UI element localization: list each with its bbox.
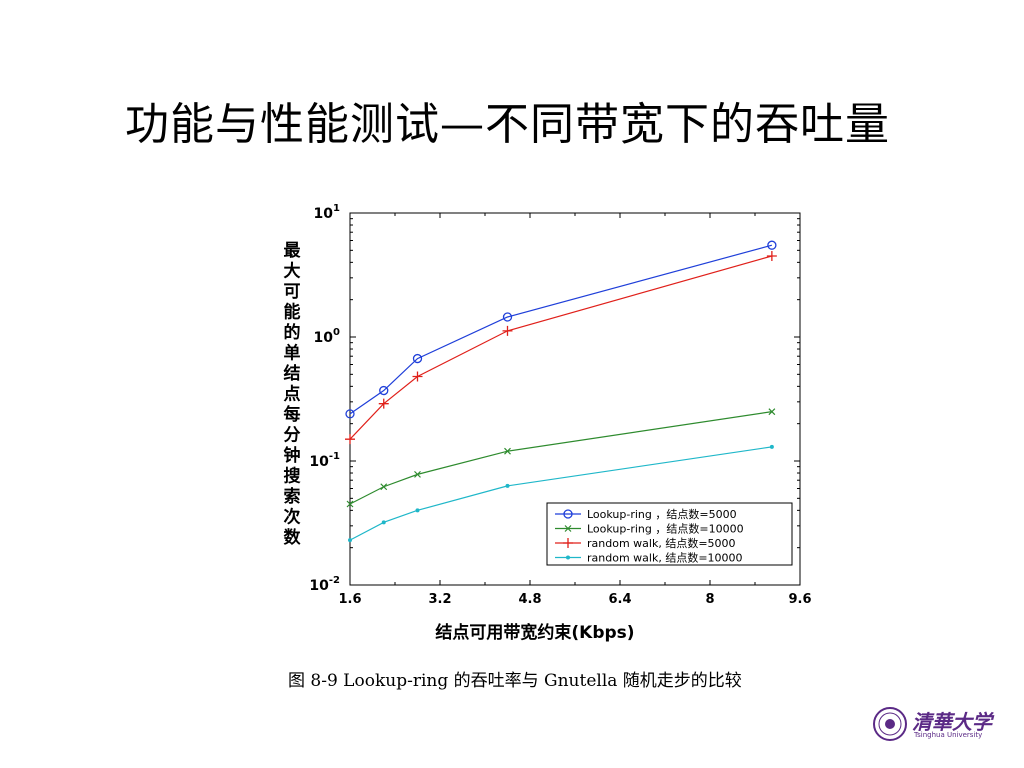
series-4 xyxy=(348,444,774,543)
data-point xyxy=(345,409,355,419)
y-axis-label-char: 搜 xyxy=(284,466,302,487)
series-1 xyxy=(345,240,777,419)
data-point xyxy=(346,500,354,508)
y-axis-label-char: 次 xyxy=(284,507,301,528)
x-tick-label: 9.6 xyxy=(788,592,811,607)
legend-marker xyxy=(563,509,573,519)
data-point xyxy=(767,240,777,250)
legend-entry: random walk, 结点数=5000 xyxy=(587,537,736,550)
data-point xyxy=(505,483,510,488)
data-point xyxy=(380,483,388,491)
y-axis-label-char: 单 xyxy=(284,343,301,364)
y-axis-label-char: 可 xyxy=(284,282,301,302)
data-point xyxy=(412,353,423,364)
data-point xyxy=(412,371,423,382)
x-tick-label: 4.8 xyxy=(518,592,541,607)
data-point xyxy=(415,508,420,513)
series-3 xyxy=(345,251,777,445)
y-axis-label-char: 每 xyxy=(284,404,301,425)
data-point xyxy=(766,251,777,262)
legend: Lookup-ring ，结点数=5000 Lookup-ring ，结点数=10… xyxy=(546,502,793,566)
legend-marker xyxy=(566,555,570,560)
y-axis-label-char: 数 xyxy=(284,527,302,548)
data-point xyxy=(379,385,389,396)
y-axis-label-char: 索 xyxy=(284,486,301,507)
legend-marker xyxy=(563,538,573,548)
data-point xyxy=(769,444,774,449)
legend-marker xyxy=(564,525,572,532)
y-axis-label-char: 的 xyxy=(284,322,301,343)
y-axis-label-char: 能 xyxy=(284,302,301,323)
x-tick-label: 1.6 xyxy=(338,592,361,607)
y-axis-label-char: 最 xyxy=(284,241,302,261)
slide-title: 功能与性能测试—不同带宽下的吞吐量 xyxy=(125,99,890,150)
axis-ticks: 1.6 3.2 4.8 6.4 8 9.6 10-2 10-1 100 101 xyxy=(309,203,811,607)
throughput-chart: 1.6 3.2 4.8 6.4 8 9.6 10-2 10-1 100 101 Lookup-ri… xyxy=(284,203,812,643)
data-point xyxy=(502,312,513,322)
data-point xyxy=(378,398,389,409)
legend-entry: Lookup-ring ，结点数=10000 xyxy=(587,523,744,536)
series-layer xyxy=(345,240,777,543)
data-point xyxy=(345,434,355,445)
data-point xyxy=(502,325,513,336)
logo-subtitle: Tsinghua University xyxy=(914,731,983,739)
y-tick-label: 101 xyxy=(314,203,340,222)
y-axis-label-char: 大 xyxy=(284,261,301,282)
y-tick-label: 10-1 xyxy=(309,451,340,470)
series-line xyxy=(349,244,773,415)
data-point xyxy=(381,520,386,525)
data-point xyxy=(348,538,352,543)
university-seal-icon xyxy=(873,707,907,741)
x-tick-label: 3.2 xyxy=(428,592,451,607)
x-axis-label: 结点可用带宽约束(Kbps) xyxy=(435,622,634,643)
y-tick-label: 10-2 xyxy=(309,575,340,594)
y-axis-label-char: 分 xyxy=(284,426,301,446)
figure-caption: 图 8-9 Lookup-ring 的吞吐率与 Gnutella 随机走步的比较 xyxy=(288,671,742,691)
y-axis-label-char: 结 xyxy=(284,363,301,384)
logo-wordmark: 清華大学 xyxy=(912,710,992,734)
series-2 xyxy=(346,408,776,508)
y-axis-label-char: 钟 xyxy=(284,445,301,466)
legend-entry: random walk, 结点数=10000 xyxy=(587,552,743,565)
y-axis-label-char: 点 xyxy=(284,384,301,405)
legend-box xyxy=(546,502,793,566)
tsinghua-logo: 清華大学 Tsinghua University xyxy=(872,706,992,746)
x-tick-label: 6.4 xyxy=(608,592,631,607)
y-tick-label: 100 xyxy=(314,327,340,346)
data-point xyxy=(504,447,511,455)
data-point xyxy=(414,470,421,478)
x-tick-label: 8 xyxy=(705,592,714,607)
legend-entry: Lookup-ring ，结点数=5000 xyxy=(587,508,737,521)
data-point xyxy=(768,408,776,416)
